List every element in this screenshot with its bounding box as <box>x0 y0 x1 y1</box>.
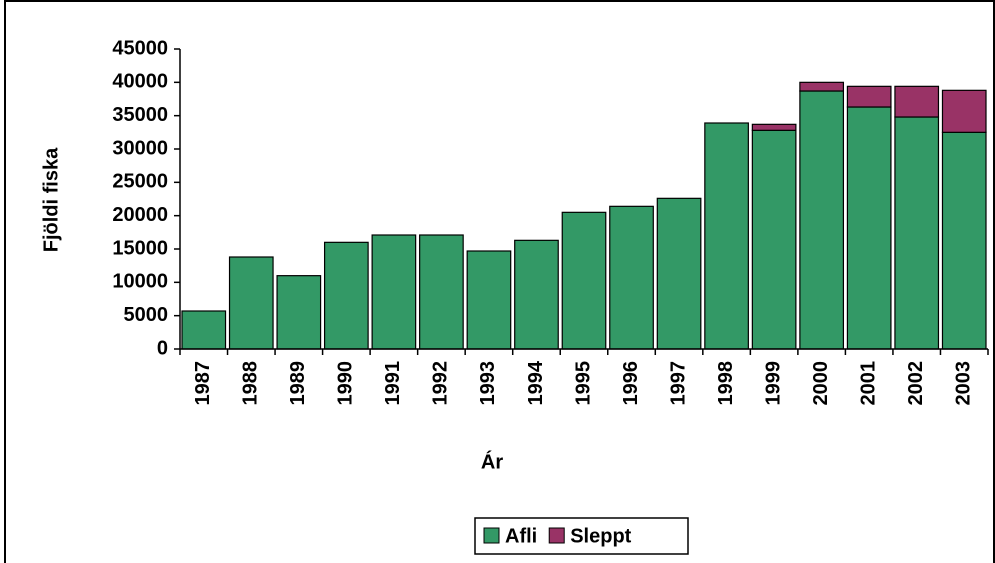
bar <box>799 81 845 92</box>
x-tick-label: 1992 <box>430 361 452 406</box>
x-tick-label: 1991 <box>382 361 404 406</box>
bar <box>799 90 845 350</box>
bar <box>751 123 797 131</box>
bar <box>609 205 654 350</box>
x-tick-label: 2001 <box>857 361 879 406</box>
x-tick-label: 2003 <box>953 361 975 406</box>
y-tick-label: 15000 <box>112 237 168 259</box>
legend-label: Sleppt <box>570 525 631 547</box>
y-axis-label: Fjöldi fiska <box>40 147 62 252</box>
x-tick-label: 1996 <box>620 361 642 406</box>
bar <box>704 122 749 350</box>
bar <box>276 275 322 350</box>
bar <box>419 234 464 350</box>
y-tick-label: 45000 <box>112 37 168 59</box>
legend-swatch <box>548 527 565 544</box>
x-tick-label: 1987 <box>192 361 214 406</box>
bar <box>941 131 987 350</box>
x-tick-label: 1993 <box>477 361 499 406</box>
x-tick-label: 1998 <box>715 361 737 406</box>
bar <box>846 85 892 108</box>
legend-label: Afli <box>505 525 537 547</box>
x-tick-label: 1990 <box>335 361 357 406</box>
y-tick-label: 40000 <box>112 71 168 93</box>
bar <box>371 234 417 350</box>
x-tick-label: 1997 <box>667 361 689 406</box>
bar <box>561 211 607 350</box>
x-tick-label: 1989 <box>287 361 309 406</box>
y-tick-label: 0 <box>157 337 168 359</box>
y-tick-label: 10000 <box>112 271 168 293</box>
y-tick-label: 5000 <box>124 304 169 326</box>
y-tick-label: 30000 <box>112 137 168 159</box>
y-tick-label: 35000 <box>112 104 168 126</box>
x-tick-label: 1999 <box>762 361 784 406</box>
bar <box>751 129 797 350</box>
x-tick-label: 2002 <box>905 361 927 406</box>
bar <box>228 256 274 350</box>
bar <box>323 241 369 350</box>
bar <box>514 239 559 350</box>
bar <box>181 310 227 350</box>
bar <box>894 85 940 118</box>
bar <box>941 89 987 133</box>
legend-box <box>474 517 689 555</box>
bar <box>466 250 512 350</box>
y-tick-label: 20000 <box>112 204 168 226</box>
bar <box>894 116 940 350</box>
legend-swatch <box>483 527 500 544</box>
bar <box>846 106 892 350</box>
x-tick-label: 2000 <box>810 361 832 406</box>
x-axis-label: Ár <box>481 450 503 473</box>
x-tick-label: 1995 <box>572 361 594 406</box>
x-tick-label: 1994 <box>525 360 547 405</box>
bar <box>656 197 702 350</box>
x-tick-label: 1988 <box>240 361 262 406</box>
y-tick-label: 25000 <box>112 171 168 193</box>
